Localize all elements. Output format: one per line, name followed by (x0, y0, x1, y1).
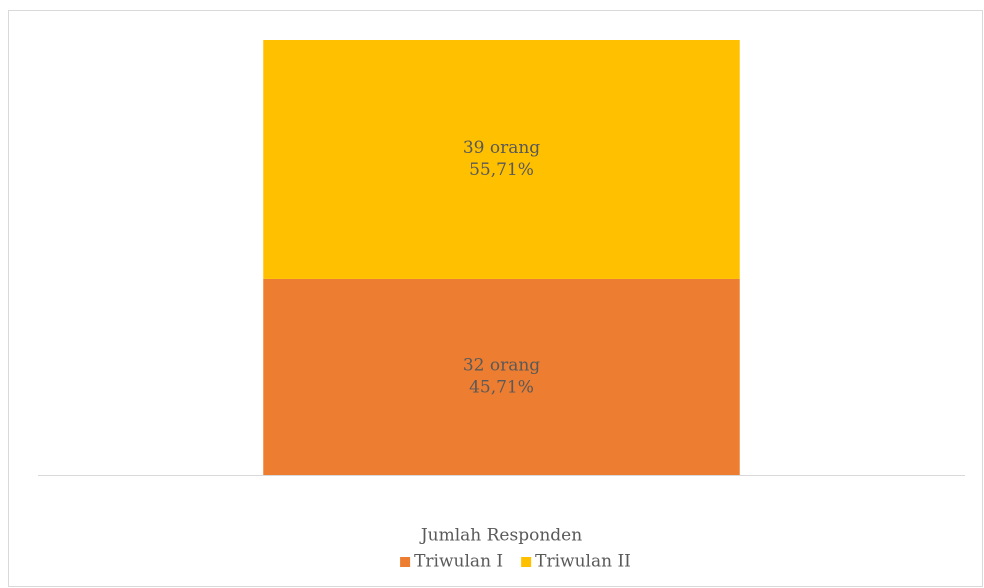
percent-label: 55,71% (469, 160, 534, 180)
legend-label: Triwulan II (535, 552, 631, 572)
value-label: 32 orang (463, 355, 540, 375)
legend-swatch (521, 557, 532, 567)
bar-segment (263, 278, 740, 475)
legend-swatch (400, 557, 411, 567)
percent-label: 45,71% (469, 377, 534, 397)
value-label: 39 orang (463, 138, 540, 158)
bar-segment (263, 40, 740, 279)
x-tick-label: Jumlah Responden (419, 526, 582, 546)
legend-label: Triwulan I (414, 552, 503, 572)
